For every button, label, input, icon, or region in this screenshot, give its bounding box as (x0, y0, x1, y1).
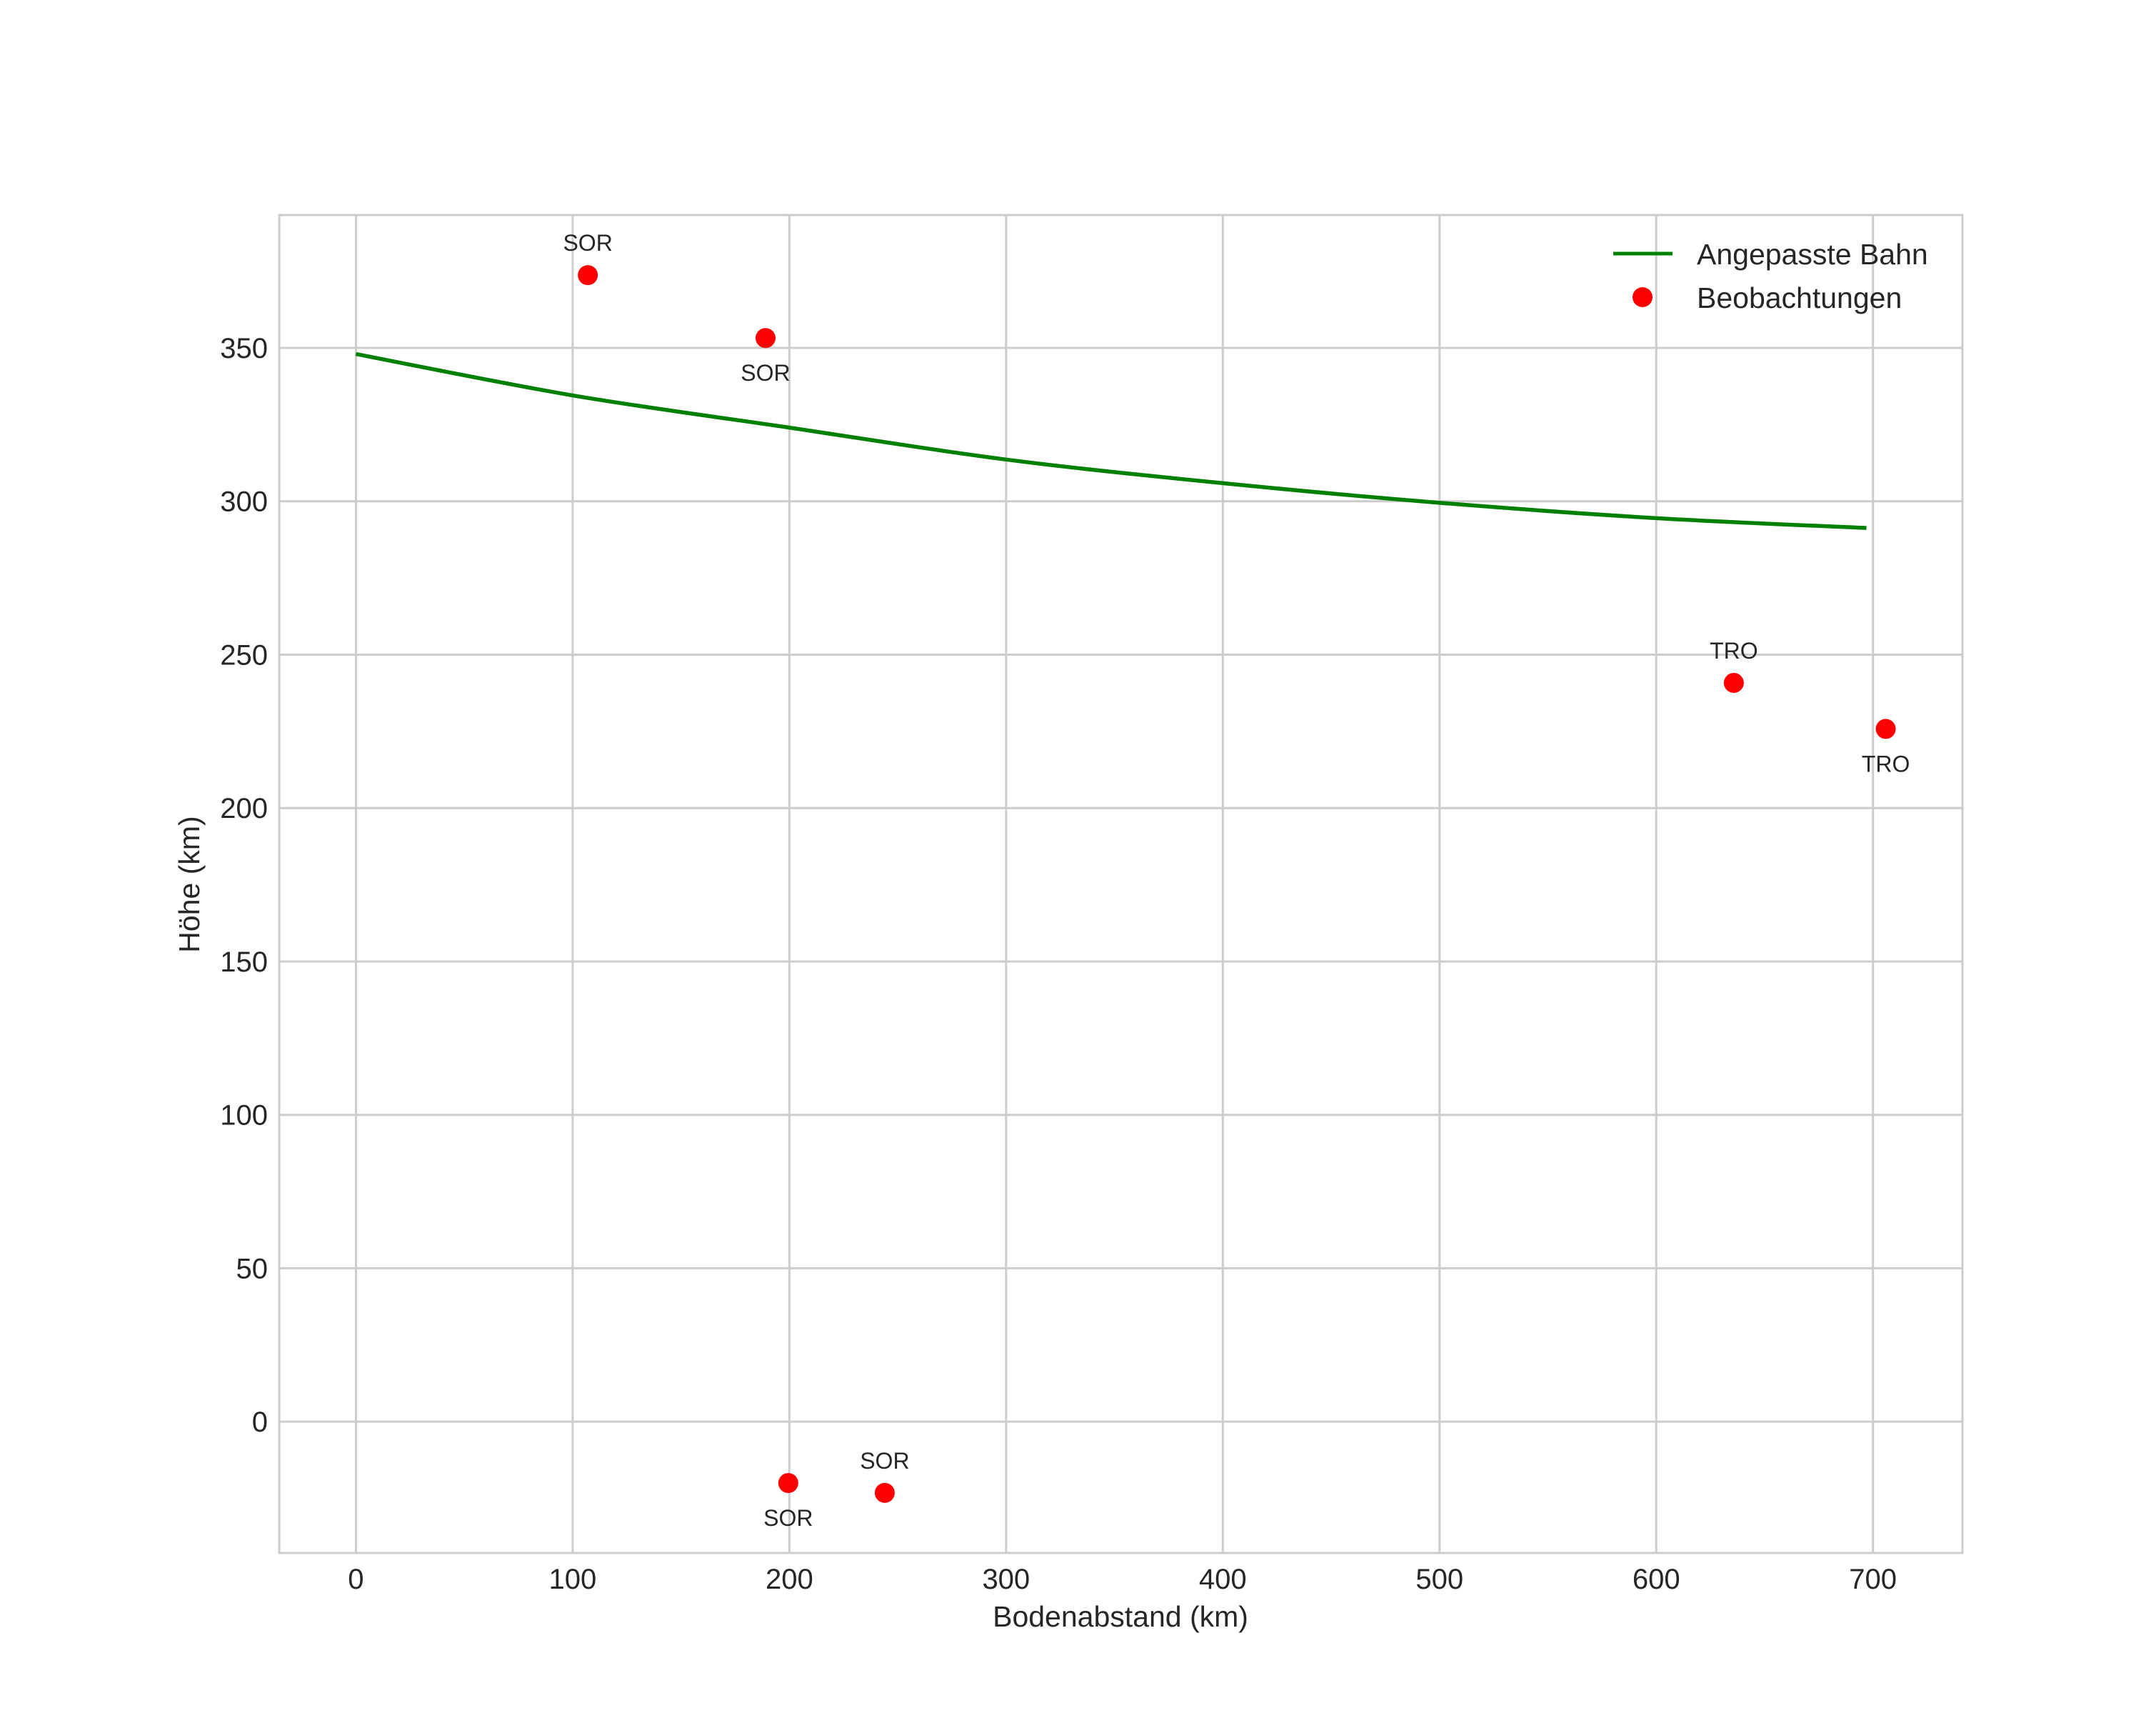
x-tick-label: 500 (1415, 1564, 1463, 1595)
x-tick-label: 200 (766, 1564, 813, 1595)
observation-point (778, 1473, 798, 1494)
legend-marker-swatch (1633, 287, 1653, 307)
x-tick-label: 600 (1633, 1564, 1680, 1595)
x-tick-label: 100 (549, 1564, 597, 1595)
legend-label-observations: Beobachtungen (1697, 281, 1902, 314)
y-tick-label: 250 (220, 639, 268, 671)
marks: SOR SOR SOR SOR TRO TRO (355, 230, 1910, 1531)
observation-label: TRO (1862, 751, 1910, 776)
y-tick-label: 50 (236, 1253, 269, 1284)
x-tick-label: 400 (1199, 1564, 1247, 1595)
observation-point (578, 265, 598, 286)
observation-point (1723, 672, 1744, 693)
x-tick-label: 300 (982, 1564, 1030, 1595)
observation-label: SOR (860, 1448, 909, 1474)
observation-label: TRO (1710, 638, 1758, 664)
y-tick-label: 200 (220, 793, 268, 824)
legend-label-fit: Angepasste Bahn (1697, 238, 1928, 271)
plot-frame (278, 214, 1964, 1554)
grid (279, 215, 1962, 1553)
x-tick-label: 700 (1849, 1564, 1897, 1595)
y-axis-label: Höhe (km) (173, 816, 206, 952)
y-tick-label: 350 (220, 333, 268, 364)
observation-point (1875, 719, 1896, 739)
observation-label: SOR (563, 230, 612, 256)
observation-label: SOR (763, 1505, 813, 1531)
fitted-trajectory-line (355, 351, 1867, 530)
y-tick-label: 300 (220, 486, 268, 518)
legend: Angepasste Bahn Beobachtungen (1613, 238, 1928, 314)
y-tick-label: 0 (252, 1407, 268, 1438)
observation-point (874, 1482, 895, 1503)
x-tick-label: 0 (348, 1564, 363, 1595)
y-tick-label: 100 (220, 1100, 268, 1132)
tick-labels: 0 100 200 300 400 500 600 700 0 50 100 150 200 250 300… (220, 333, 1897, 1595)
x-axis-label: Bodenabstand (km) (993, 1600, 1248, 1633)
observation-label: SOR (741, 360, 790, 386)
y-tick-label: 150 (220, 947, 268, 978)
observation-point (755, 328, 776, 349)
